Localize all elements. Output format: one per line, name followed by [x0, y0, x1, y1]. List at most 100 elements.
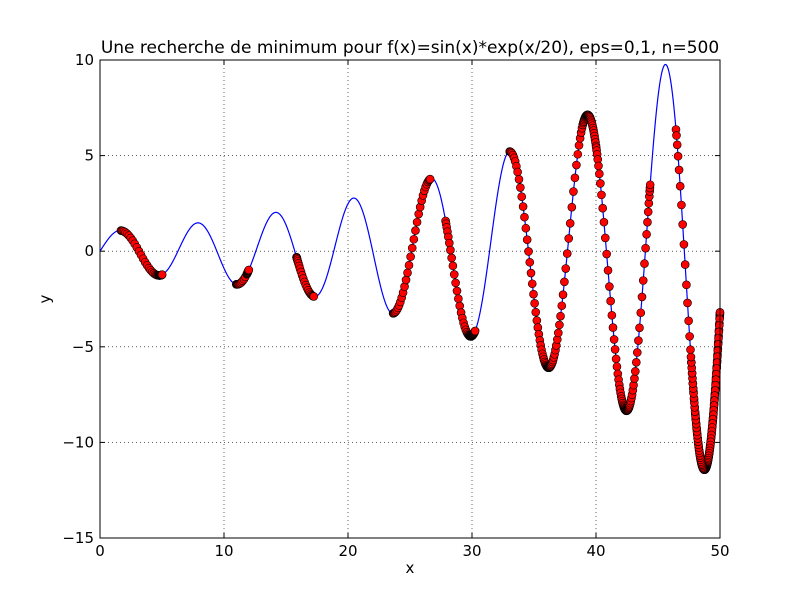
search-point	[553, 328, 563, 338]
search-point	[527, 279, 537, 289]
search-point	[558, 290, 568, 299]
search-point	[683, 298, 692, 308]
search-point	[677, 200, 686, 210]
y-tick-label: −5	[72, 338, 94, 356]
search-point	[517, 192, 527, 201]
search-point	[524, 247, 533, 256]
search-point	[425, 174, 435, 184]
search-point	[514, 174, 524, 184]
search-point	[560, 277, 569, 287]
search-point	[451, 278, 460, 288]
x-tick-label: 50	[710, 542, 729, 560]
search-point	[630, 374, 639, 383]
search-point	[643, 217, 652, 227]
search-point	[679, 240, 689, 249]
search-point	[445, 238, 454, 248]
search-point	[531, 307, 541, 317]
search-point	[567, 202, 577, 212]
search-point	[409, 234, 419, 244]
search-point	[569, 187, 578, 196]
search-point	[603, 266, 613, 275]
search-point	[684, 316, 693, 326]
search-point	[574, 141, 584, 150]
search-point	[309, 292, 319, 301]
search-point	[680, 260, 690, 269]
search-point	[634, 336, 643, 345]
search-point	[602, 249, 611, 259]
search-point	[564, 234, 574, 243]
search-point	[448, 261, 458, 271]
search-point	[595, 169, 604, 179]
search-point	[407, 243, 417, 253]
points-layer	[116, 110, 725, 474]
search-point	[608, 323, 618, 332]
search-point	[244, 265, 254, 275]
search-point	[446, 245, 455, 255]
search-point	[513, 167, 522, 177]
search-point	[598, 203, 608, 213]
search-point	[612, 362, 622, 371]
search-point	[573, 149, 583, 159]
search-point	[605, 282, 614, 291]
search-point	[452, 286, 462, 296]
search-point	[640, 259, 649, 268]
search-point	[572, 160, 581, 170]
search-point	[157, 270, 167, 279]
search-point	[597, 190, 606, 200]
search-point	[672, 131, 681, 140]
chart-title: Une recherche de minimum pour f(x)=sin(x…	[101, 38, 719, 58]
search-point	[406, 252, 415, 262]
y-tick-label: −15	[62, 529, 94, 547]
search-point	[557, 301, 567, 311]
search-point	[631, 367, 640, 376]
search-point	[638, 276, 648, 285]
search-point	[606, 296, 615, 306]
search-point	[562, 249, 572, 258]
search-point	[609, 335, 619, 344]
search-point	[636, 308, 646, 318]
search-point	[555, 320, 564, 330]
search-point	[637, 292, 647, 302]
search-point	[674, 165, 684, 175]
y-tick-label: 5	[84, 147, 94, 165]
search-point	[556, 311, 565, 321]
search-point	[520, 212, 529, 222]
search-point	[599, 217, 609, 227]
search-point	[403, 268, 412, 278]
search-point	[529, 289, 538, 299]
search-point	[611, 354, 621, 364]
y-tick-label: −10	[62, 433, 94, 451]
search-point	[525, 257, 535, 267]
x-tick-label: 20	[338, 542, 357, 560]
y-tick-label: 0	[84, 242, 94, 260]
ticks: 0 10 20 30 40 50 −15 −10 −5 0 5 10	[62, 51, 729, 560]
search-point	[449, 270, 459, 279]
search-point	[594, 161, 603, 171]
search-point	[412, 217, 422, 227]
search-point	[600, 233, 610, 243]
search-point	[596, 179, 605, 188]
search-point	[675, 181, 685, 191]
search-point	[522, 235, 532, 245]
search-point	[516, 183, 525, 192]
x-tick-label: 30	[462, 542, 481, 560]
search-point	[565, 219, 575, 228]
search-point	[454, 294, 463, 304]
search-point	[672, 140, 682, 150]
search-point	[635, 323, 644, 333]
search-point	[530, 299, 539, 308]
search-point	[631, 358, 641, 367]
search-point	[607, 310, 617, 320]
search-point	[686, 352, 696, 362]
search-point	[518, 202, 528, 211]
search-point	[645, 180, 655, 190]
search-point	[686, 345, 695, 354]
x-tick-label: 40	[586, 542, 605, 560]
search-point	[532, 316, 542, 325]
search-point	[643, 207, 653, 217]
search-point	[642, 230, 651, 239]
search-point	[641, 243, 650, 253]
search-point	[470, 326, 480, 336]
search-point	[447, 253, 456, 263]
